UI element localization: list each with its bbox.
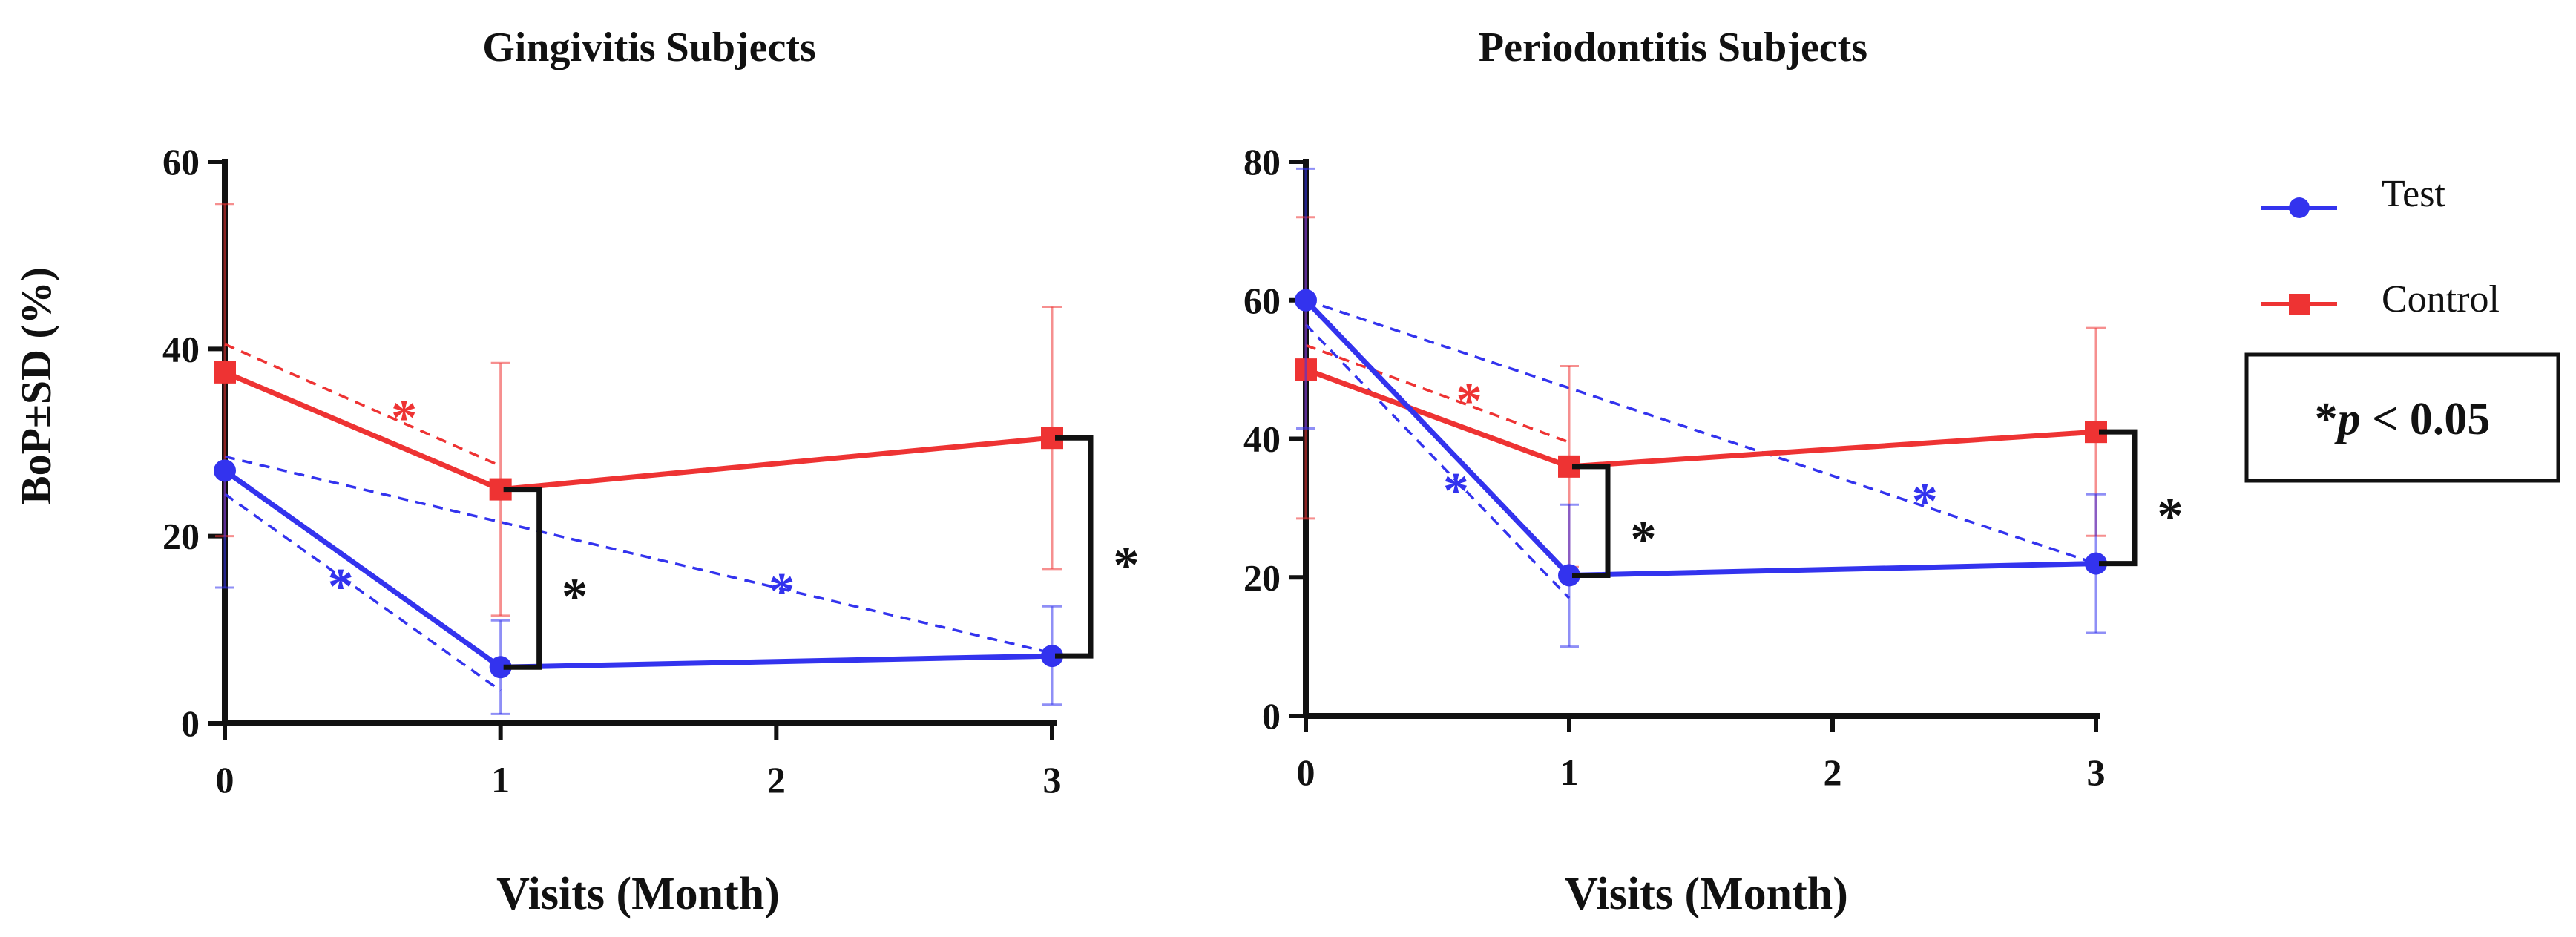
x-tick-label: 3 — [1043, 759, 1062, 800]
y-tick-label: 60 — [1243, 280, 1281, 321]
y-tick-label: 0 — [181, 703, 200, 744]
significance-star: * — [1114, 537, 1140, 594]
trend-line-test — [1304, 323, 1571, 599]
y-tick-label: 40 — [162, 328, 200, 369]
x-tick-label: 3 — [2087, 752, 2106, 793]
note-p: p — [2334, 394, 2361, 444]
significance-note: *p < 0.05 — [2315, 394, 2491, 444]
control-point — [214, 361, 236, 384]
trend-significance-star-control: * — [1456, 372, 1482, 430]
y-tick-label: 20 — [1243, 556, 1281, 598]
control-series-line — [223, 369, 1053, 493]
trend-line-control — [1305, 343, 1570, 444]
legend-test-marker — [2289, 197, 2310, 218]
significance-star: * — [1631, 511, 1657, 568]
legend-control-marker — [2289, 294, 2310, 315]
x-tick-label: 0 — [1297, 752, 1315, 793]
x-tick-label: 2 — [1824, 752, 1842, 793]
periodontitis-x-axis-label: Visits (Month) — [1565, 869, 1848, 919]
trend-significance-star-control: * — [391, 390, 417, 447]
trend-significance-star-test: * — [769, 563, 795, 620]
test-point — [2085, 552, 2107, 575]
gingivitis-panel: Gingivitis Subjects BoP±SD (%) Visits (M… — [12, 24, 1140, 919]
test-point — [1041, 645, 1063, 668]
significance-note-box — [2244, 352, 2560, 483]
y-tick-label: 40 — [1243, 418, 1281, 460]
significance-bracket — [503, 487, 542, 670]
y-axis-label: BoP±SD (%) — [12, 267, 60, 504]
periodontitis-chart-title: Periodontitis Subjects — [1479, 24, 1867, 70]
significance-bracket — [2099, 429, 2138, 567]
trend-line-test — [224, 455, 1053, 655]
control-series-line — [1304, 366, 2097, 470]
trend-significance-star-test: * — [328, 559, 354, 616]
legend-test-label: Test — [2382, 173, 2445, 215]
significance-bracket — [1055, 435, 1094, 659]
trend-line-test — [1305, 299, 2097, 565]
note-star: * — [2315, 394, 2338, 444]
periodontitis-panel: Periodontitis Subjects Visits (Month) 0 2… — [1243, 24, 2184, 919]
legend-control-label: Control — [2382, 278, 2500, 320]
significance-star: * — [562, 568, 588, 625]
x-tick-label: 0 — [216, 759, 234, 800]
gingivitis-chart-title: Gingivitis Subjects — [482, 24, 816, 70]
trend-line-test — [223, 493, 502, 692]
note-rest: < 0.05 — [2361, 394, 2491, 444]
y-tick-label: 80 — [1243, 141, 1281, 183]
x-tick-label: 1 — [491, 759, 510, 800]
test-point — [214, 459, 236, 482]
significance-star: * — [2158, 488, 2184, 545]
y-tick-label: 60 — [162, 141, 200, 183]
trend-significance-star-test: * — [1443, 463, 1469, 520]
test-point — [1558, 564, 1580, 587]
trend-significance-star-test: * — [1912, 473, 1938, 530]
y-tick-label: 20 — [162, 516, 200, 557]
trend-line-control — [224, 343, 502, 467]
y-tick-label: 0 — [1262, 695, 1281, 737]
significance-bracket — [1572, 464, 1611, 578]
test-point — [1295, 289, 1317, 312]
x-tick-label: 1 — [1560, 752, 1579, 793]
gingivitis-x-axis-label: Visits (Month) — [496, 869, 780, 919]
legend: Test Control *p < 0.05 — [2244, 173, 2560, 483]
test-point — [489, 656, 512, 679]
x-tick-label: 2 — [767, 759, 786, 800]
